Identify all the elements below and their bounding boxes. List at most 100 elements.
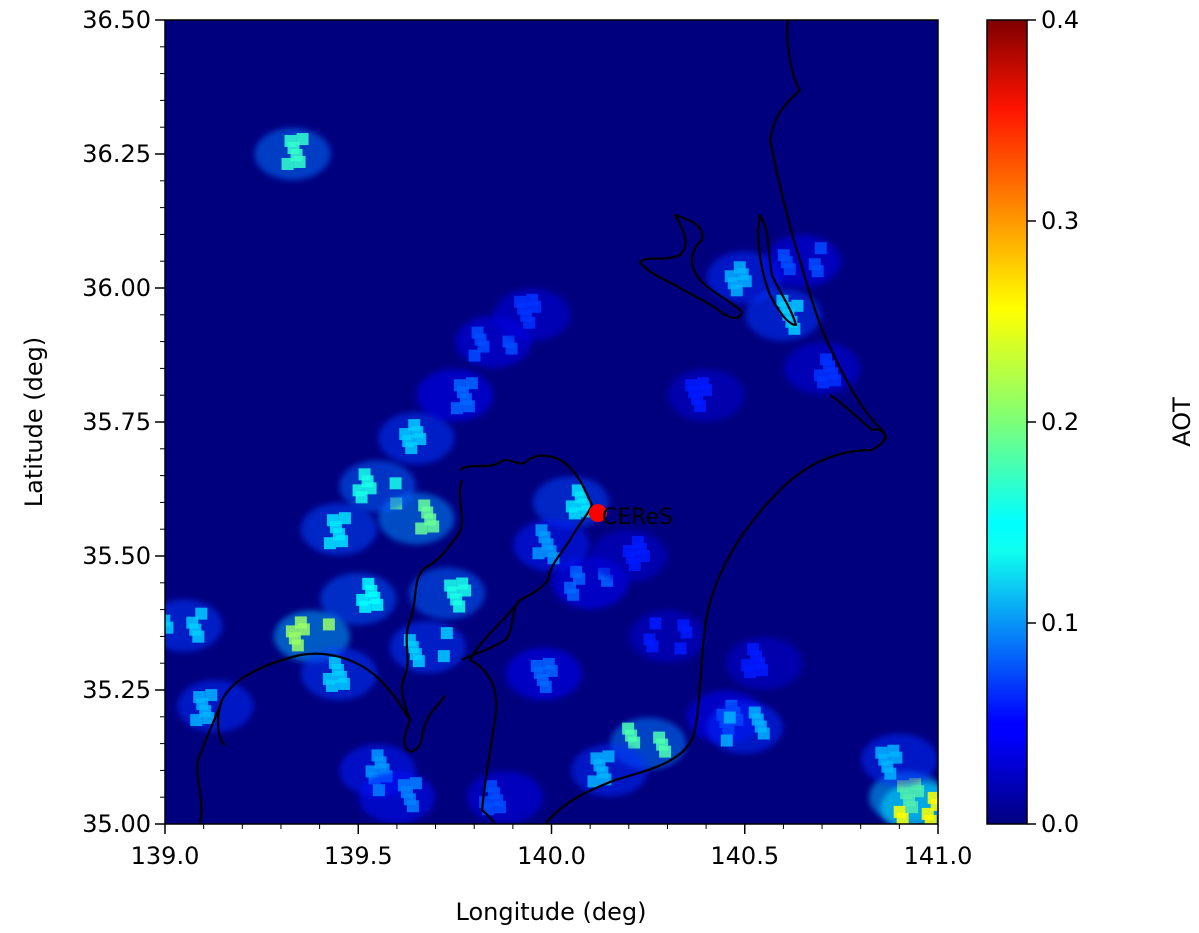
aot-pixel: [723, 711, 736, 724]
aot-pixel: [403, 634, 416, 647]
colorbar-tick-label: 0.3: [1041, 207, 1079, 235]
aot-pixel: [471, 326, 484, 339]
y-tick-label: 36.50: [82, 6, 151, 34]
aot-halo: [358, 771, 435, 824]
y-tick-label: 36.25: [82, 140, 151, 168]
aot-pixel: [896, 812, 909, 824]
aot-pixel: [587, 775, 600, 788]
aot-pixel: [418, 499, 431, 512]
x-tick-label: 139.0: [131, 842, 200, 870]
aot-pixel: [365, 765, 378, 778]
aot-halo: [764, 235, 841, 288]
aot-pixel: [397, 779, 410, 792]
aot-pixel: [724, 270, 737, 283]
aot-pixel: [326, 514, 339, 527]
aot-pixel: [649, 617, 662, 630]
aot-halo: [177, 680, 254, 733]
aot-pixel: [281, 158, 294, 170]
aot-field: [165, 128, 938, 824]
aot-pixel: [485, 780, 498, 793]
aot-pixel: [590, 752, 603, 765]
aot-pixel: [814, 242, 827, 255]
aot-pixel: [190, 714, 203, 727]
aot-pixel: [165, 621, 174, 634]
aot-pixel: [622, 545, 635, 557]
aot-pixel: [875, 746, 888, 759]
aot-pixel: [514, 295, 527, 308]
aot-pixel: [399, 428, 412, 441]
aot-pixel: [808, 258, 821, 271]
aot-pixel: [685, 379, 698, 392]
aot-pixel: [674, 642, 687, 655]
aot-pixel: [450, 402, 463, 415]
colorbar-axis: 0.0 0.1 0.2 0.3 0.4: [1027, 6, 1079, 838]
aot-pixel: [415, 522, 428, 535]
x-tick-label: 140.5: [710, 842, 779, 870]
aot-pixel: [653, 731, 666, 744]
lake-kasumigaura: [638, 213, 744, 319]
aot-pixel: [389, 477, 402, 490]
aot-pixel: [323, 537, 336, 550]
colorbar-tick-label: 0.2: [1041, 408, 1079, 436]
ceres-label: CEReS: [602, 505, 673, 530]
aot-pixel: [356, 593, 369, 606]
coastline-east: [544, 20, 887, 824]
aot-pixel: [927, 791, 938, 804]
aot-halo: [165, 599, 223, 652]
coastline-choshi: [829, 394, 888, 441]
aot-pixel: [372, 784, 385, 797]
aot-pixel: [532, 547, 545, 560]
aot-pixel: [284, 135, 297, 147]
aot-pixel: [352, 484, 365, 497]
aot-pixel: [421, 506, 434, 519]
aot-pixel: [741, 659, 754, 672]
aot-pixel: [535, 524, 548, 537]
aot-halo: [339, 460, 416, 513]
aot-halo: [389, 621, 466, 674]
aot-pixel: [677, 619, 690, 632]
y-axis: 35.00 35.25 35.50 35.75 36.00 36.25 36.50: [82, 6, 165, 838]
x-axis-title: Longitude (deg): [456, 898, 647, 926]
aot-pixel: [165, 614, 171, 627]
colorbar-tick-label: 0.1: [1041, 609, 1079, 637]
aot-pixel: [440, 627, 453, 640]
y-tick-label: 35.50: [82, 542, 151, 570]
aot-pixel: [468, 349, 481, 362]
x-tick-label: 139.5: [324, 842, 393, 870]
colorbar-tick-label: 0.4: [1041, 6, 1079, 34]
coastline-boso-west: [468, 599, 521, 824]
aot-pixel: [921, 807, 934, 820]
y-tick-label: 35.25: [82, 676, 151, 704]
aot-pixel: [565, 500, 578, 513]
aot-halo: [880, 781, 938, 824]
aot-pixel: [371, 749, 384, 762]
aot-pixel: [479, 796, 492, 809]
colorbar-title: AOT: [1168, 397, 1196, 447]
aot-pixel: [571, 484, 584, 497]
x-tick-label: 141.0: [904, 842, 973, 870]
aot-pixel: [893, 805, 906, 818]
colorbar-tick-label: 0.0: [1041, 810, 1079, 838]
aot-pixel: [747, 643, 760, 656]
y-tick-label: 36.00: [82, 274, 151, 302]
y-tick-label: 35.75: [82, 408, 151, 436]
aot-pixel: [777, 249, 790, 262]
ceres-marker: [588, 504, 607, 523]
aot-pixel: [322, 618, 335, 631]
y-axis-title: Latitude (deg): [20, 337, 48, 507]
x-tick-label: 140.0: [517, 842, 586, 870]
aot-pixel: [453, 379, 466, 392]
aot-pixel: [437, 650, 450, 663]
aot-pixel: [776, 294, 789, 307]
aot-pixel: [502, 335, 515, 348]
aot-pixel: [358, 468, 371, 481]
aot-pixel: [820, 353, 833, 366]
aot-pixel: [622, 722, 635, 735]
coastline-sagami: [196, 652, 411, 824]
aot-pixel: [720, 734, 733, 747]
aot-pixel: [186, 616, 199, 629]
aot-pixel: [362, 577, 375, 590]
aot-halo: [629, 610, 706, 663]
aot-pixel: [530, 659, 543, 672]
aot-pixel: [564, 581, 577, 594]
